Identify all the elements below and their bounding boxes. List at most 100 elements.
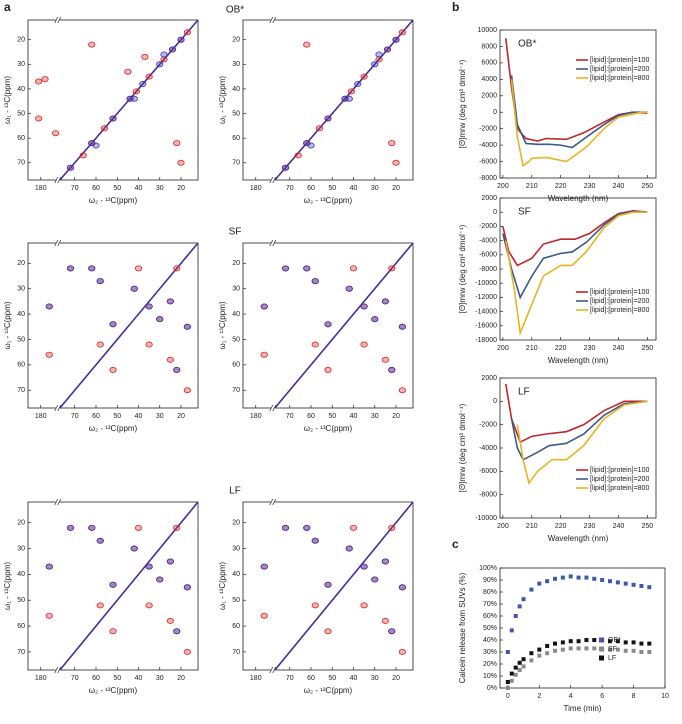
point bbox=[576, 646, 581, 651]
x-tick-label: 250 bbox=[641, 183, 653, 190]
peak bbox=[345, 95, 353, 102]
axis-break bbox=[272, 239, 277, 247]
series-line bbox=[516, 400, 648, 485]
peak bbox=[349, 524, 358, 531]
peak bbox=[177, 36, 185, 43]
point bbox=[623, 581, 628, 586]
x-tick-label: 20 bbox=[392, 185, 400, 192]
point bbox=[529, 658, 534, 663]
point bbox=[592, 576, 597, 581]
legend-label: [lipid]:[protein]=200 bbox=[590, 66, 649, 73]
legend-label: [lipid]:[protein]=800 bbox=[590, 75, 649, 82]
axis-break-gap bbox=[55, 669, 60, 671]
axis-break bbox=[57, 239, 62, 247]
y-tick-label: -4000 bbox=[479, 142, 497, 149]
point bbox=[576, 575, 581, 580]
x-tick-label: 40 bbox=[350, 675, 358, 682]
y-tick-label: 50 bbox=[17, 110, 25, 117]
peak bbox=[371, 61, 379, 68]
point bbox=[608, 639, 612, 644]
legend-swatch bbox=[599, 646, 604, 652]
y-tick-label: -10000 bbox=[475, 515, 497, 522]
x-tick-label: 180 bbox=[35, 185, 47, 192]
axis-break-gap bbox=[270, 407, 275, 409]
x-tick-label: 30 bbox=[156, 675, 164, 682]
peak bbox=[183, 29, 191, 36]
x-tick-label: 200 bbox=[497, 345, 509, 352]
peak bbox=[392, 36, 400, 43]
x-axis-label: Wavelength (nm) bbox=[548, 356, 609, 365]
point bbox=[623, 640, 628, 645]
peak bbox=[134, 265, 143, 272]
series-line bbox=[504, 211, 648, 336]
peak bbox=[96, 602, 104, 609]
x-axis-label: ω₂ - ¹³C(ppm) bbox=[304, 686, 353, 695]
axis-break bbox=[269, 666, 274, 674]
point bbox=[615, 639, 620, 644]
x-axis-label: Time (min) bbox=[564, 704, 602, 713]
point bbox=[639, 650, 644, 654]
series-line bbox=[504, 38, 648, 142]
y-tick-label: 0 bbox=[493, 398, 497, 405]
y-tick-label: -8000 bbox=[479, 266, 497, 273]
axis-break bbox=[54, 176, 59, 184]
point bbox=[517, 660, 522, 665]
x-tick-label: 40 bbox=[135, 413, 143, 420]
peak bbox=[354, 81, 362, 88]
point bbox=[647, 650, 652, 654]
y-tick-label: 30 bbox=[17, 286, 25, 293]
peak bbox=[398, 648, 406, 655]
y-tick-label: -16000 bbox=[475, 323, 497, 330]
peak bbox=[324, 366, 332, 373]
diagonal bbox=[59, 19, 199, 181]
axis-break-gap bbox=[55, 242, 60, 244]
peak bbox=[130, 95, 138, 102]
axis-break bbox=[269, 16, 274, 24]
series-line bbox=[504, 383, 648, 444]
point bbox=[584, 638, 589, 642]
axis-break-gap bbox=[55, 501, 60, 503]
peak bbox=[303, 524, 311, 531]
peak bbox=[130, 545, 138, 552]
point bbox=[509, 628, 514, 633]
peak bbox=[388, 140, 396, 147]
point bbox=[568, 639, 573, 644]
x-tick-label: 180 bbox=[250, 185, 262, 192]
x-tick-label: 210 bbox=[526, 183, 538, 190]
peak bbox=[52, 130, 60, 137]
peak bbox=[168, 46, 177, 53]
peak bbox=[166, 356, 174, 363]
x-tick-label: 70 bbox=[71, 675, 79, 682]
plot-frame bbox=[242, 19, 414, 181]
x-tick-label: 220 bbox=[555, 345, 567, 352]
x-tick-label: 60 bbox=[92, 185, 100, 192]
peak bbox=[324, 115, 332, 122]
axis-break bbox=[54, 16, 59, 24]
x-tick-label: 240 bbox=[613, 183, 625, 190]
legend-label: LF bbox=[608, 655, 616, 662]
x-tick-label: 30 bbox=[156, 185, 164, 192]
peak bbox=[360, 303, 368, 310]
y-tick-label: 20 bbox=[232, 37, 240, 44]
peak bbox=[303, 41, 311, 48]
y-tick-label: 30 bbox=[232, 545, 240, 552]
peak bbox=[360, 73, 368, 80]
axis-break bbox=[57, 666, 62, 674]
point bbox=[568, 646, 573, 651]
x-tick-label: 4 bbox=[569, 693, 573, 700]
y-tick-label: 2000 bbox=[481, 195, 497, 202]
peak bbox=[145, 602, 153, 609]
peak bbox=[388, 524, 396, 531]
x-tick-label: 20 bbox=[177, 675, 185, 682]
y-tick-label: 30 bbox=[232, 61, 240, 68]
peak bbox=[381, 617, 389, 624]
x-tick-label: 50 bbox=[113, 675, 121, 682]
peak bbox=[398, 387, 406, 394]
x-tick-label: 210 bbox=[526, 523, 538, 530]
peak bbox=[388, 366, 396, 373]
point bbox=[615, 580, 620, 585]
peak bbox=[381, 298, 389, 305]
y-tick-label: 40 bbox=[17, 86, 25, 93]
peak bbox=[156, 316, 164, 323]
peak bbox=[45, 351, 53, 358]
